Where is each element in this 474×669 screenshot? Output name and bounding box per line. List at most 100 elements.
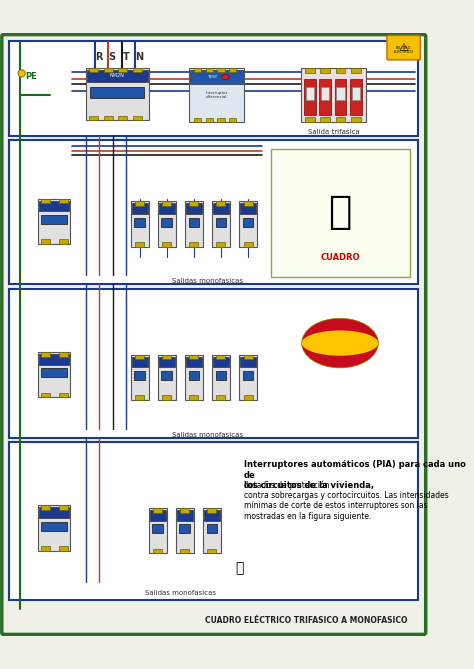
Bar	[185, 355, 203, 400]
Bar	[190, 70, 243, 84]
Text: Salida trifasica: Salida trifasica	[308, 129, 359, 135]
Text: S: S	[108, 52, 115, 62]
Text: Salidas monofasicas: Salidas monofasicas	[172, 278, 243, 284]
Bar	[158, 201, 176, 247]
FancyBboxPatch shape	[387, 35, 420, 60]
Bar	[38, 199, 70, 244]
Bar	[39, 201, 70, 211]
Bar	[190, 201, 199, 206]
Bar	[59, 199, 68, 203]
Bar	[194, 68, 201, 72]
Bar	[185, 201, 203, 247]
Text: dotados de protección
contra sobrecargas y cortocircuitos. Las intensidades
míni: dotados de protección contra sobrecargas…	[244, 480, 448, 521]
Bar	[59, 546, 68, 551]
Bar	[304, 79, 316, 115]
Text: Interruptores automáticos (PIA) para cada uno de
los circuitos de la vivienda,: Interruptores automáticos (PIA) para cad…	[244, 460, 465, 490]
Bar	[194, 118, 201, 122]
Bar	[337, 87, 345, 100]
Bar	[59, 240, 68, 244]
Bar	[38, 505, 70, 551]
Bar	[39, 507, 70, 518]
Bar	[59, 393, 68, 397]
Bar	[135, 371, 145, 380]
Bar	[244, 355, 253, 359]
Bar	[41, 546, 50, 551]
Bar	[89, 68, 98, 72]
Bar	[336, 68, 346, 74]
Bar	[181, 549, 190, 553]
Text: TEST: TEST	[207, 75, 217, 79]
Bar	[190, 68, 244, 122]
Bar	[207, 524, 218, 533]
Circle shape	[18, 70, 25, 77]
Bar	[162, 217, 172, 227]
Bar	[306, 87, 314, 100]
Text: NM2N: NM2N	[110, 73, 125, 78]
Bar	[208, 508, 217, 512]
Bar	[189, 217, 200, 227]
Text: Salidas monofasicas: Salidas monofasicas	[172, 432, 243, 438]
Bar	[158, 355, 176, 400]
Bar	[59, 352, 68, 357]
Bar	[244, 242, 253, 247]
Bar	[42, 215, 67, 224]
Bar	[186, 203, 202, 214]
Bar	[42, 369, 67, 377]
Bar	[41, 199, 50, 203]
Bar	[218, 68, 225, 72]
Bar	[87, 70, 148, 82]
Bar	[153, 549, 163, 553]
Bar	[41, 505, 50, 510]
Bar	[218, 118, 225, 122]
Bar	[86, 68, 149, 120]
Bar	[159, 357, 175, 367]
Text: CUADRO ELÉCTRICO TRIFASICO A MONOFASICO: CUADRO ELÉCTRICO TRIFASICO A MONOFASICO	[205, 616, 408, 626]
Bar	[181, 508, 190, 512]
Text: R: R	[95, 52, 103, 62]
Bar	[41, 393, 50, 397]
FancyBboxPatch shape	[2, 35, 426, 634]
Bar	[135, 242, 144, 247]
Bar	[239, 355, 257, 400]
Bar	[243, 371, 254, 380]
Text: N: N	[135, 52, 143, 62]
Bar	[163, 395, 172, 400]
Bar	[135, 217, 145, 227]
Ellipse shape	[301, 330, 378, 356]
Bar	[180, 524, 190, 533]
Bar	[321, 87, 329, 100]
Bar	[149, 508, 167, 553]
Bar	[9, 442, 419, 600]
Bar	[104, 116, 113, 120]
Bar	[350, 79, 362, 115]
Bar	[186, 357, 202, 367]
Bar	[133, 116, 142, 120]
Bar	[176, 508, 194, 553]
Bar	[118, 68, 127, 72]
Bar	[41, 240, 50, 244]
Bar	[320, 68, 330, 74]
Bar	[243, 217, 254, 227]
Bar	[163, 201, 172, 206]
Bar	[133, 68, 142, 72]
Text: ⚠: ⚠	[398, 43, 408, 53]
Ellipse shape	[222, 74, 229, 80]
Text: PELIGRO
ELÉCTRICO: PELIGRO ELÉCTRICO	[393, 45, 413, 54]
Bar	[162, 371, 172, 380]
Bar	[271, 149, 410, 277]
Bar	[89, 116, 98, 120]
Bar	[135, 395, 144, 400]
Bar	[319, 79, 331, 115]
Bar	[216, 217, 227, 227]
Bar	[90, 87, 144, 98]
Bar	[217, 242, 226, 247]
Bar	[9, 140, 419, 284]
Bar	[41, 352, 50, 357]
Bar	[240, 357, 256, 367]
Ellipse shape	[301, 318, 378, 368]
Bar	[203, 508, 221, 553]
Bar	[9, 289, 419, 438]
Text: T: T	[123, 52, 130, 62]
Bar	[42, 522, 67, 531]
Bar	[39, 354, 70, 365]
